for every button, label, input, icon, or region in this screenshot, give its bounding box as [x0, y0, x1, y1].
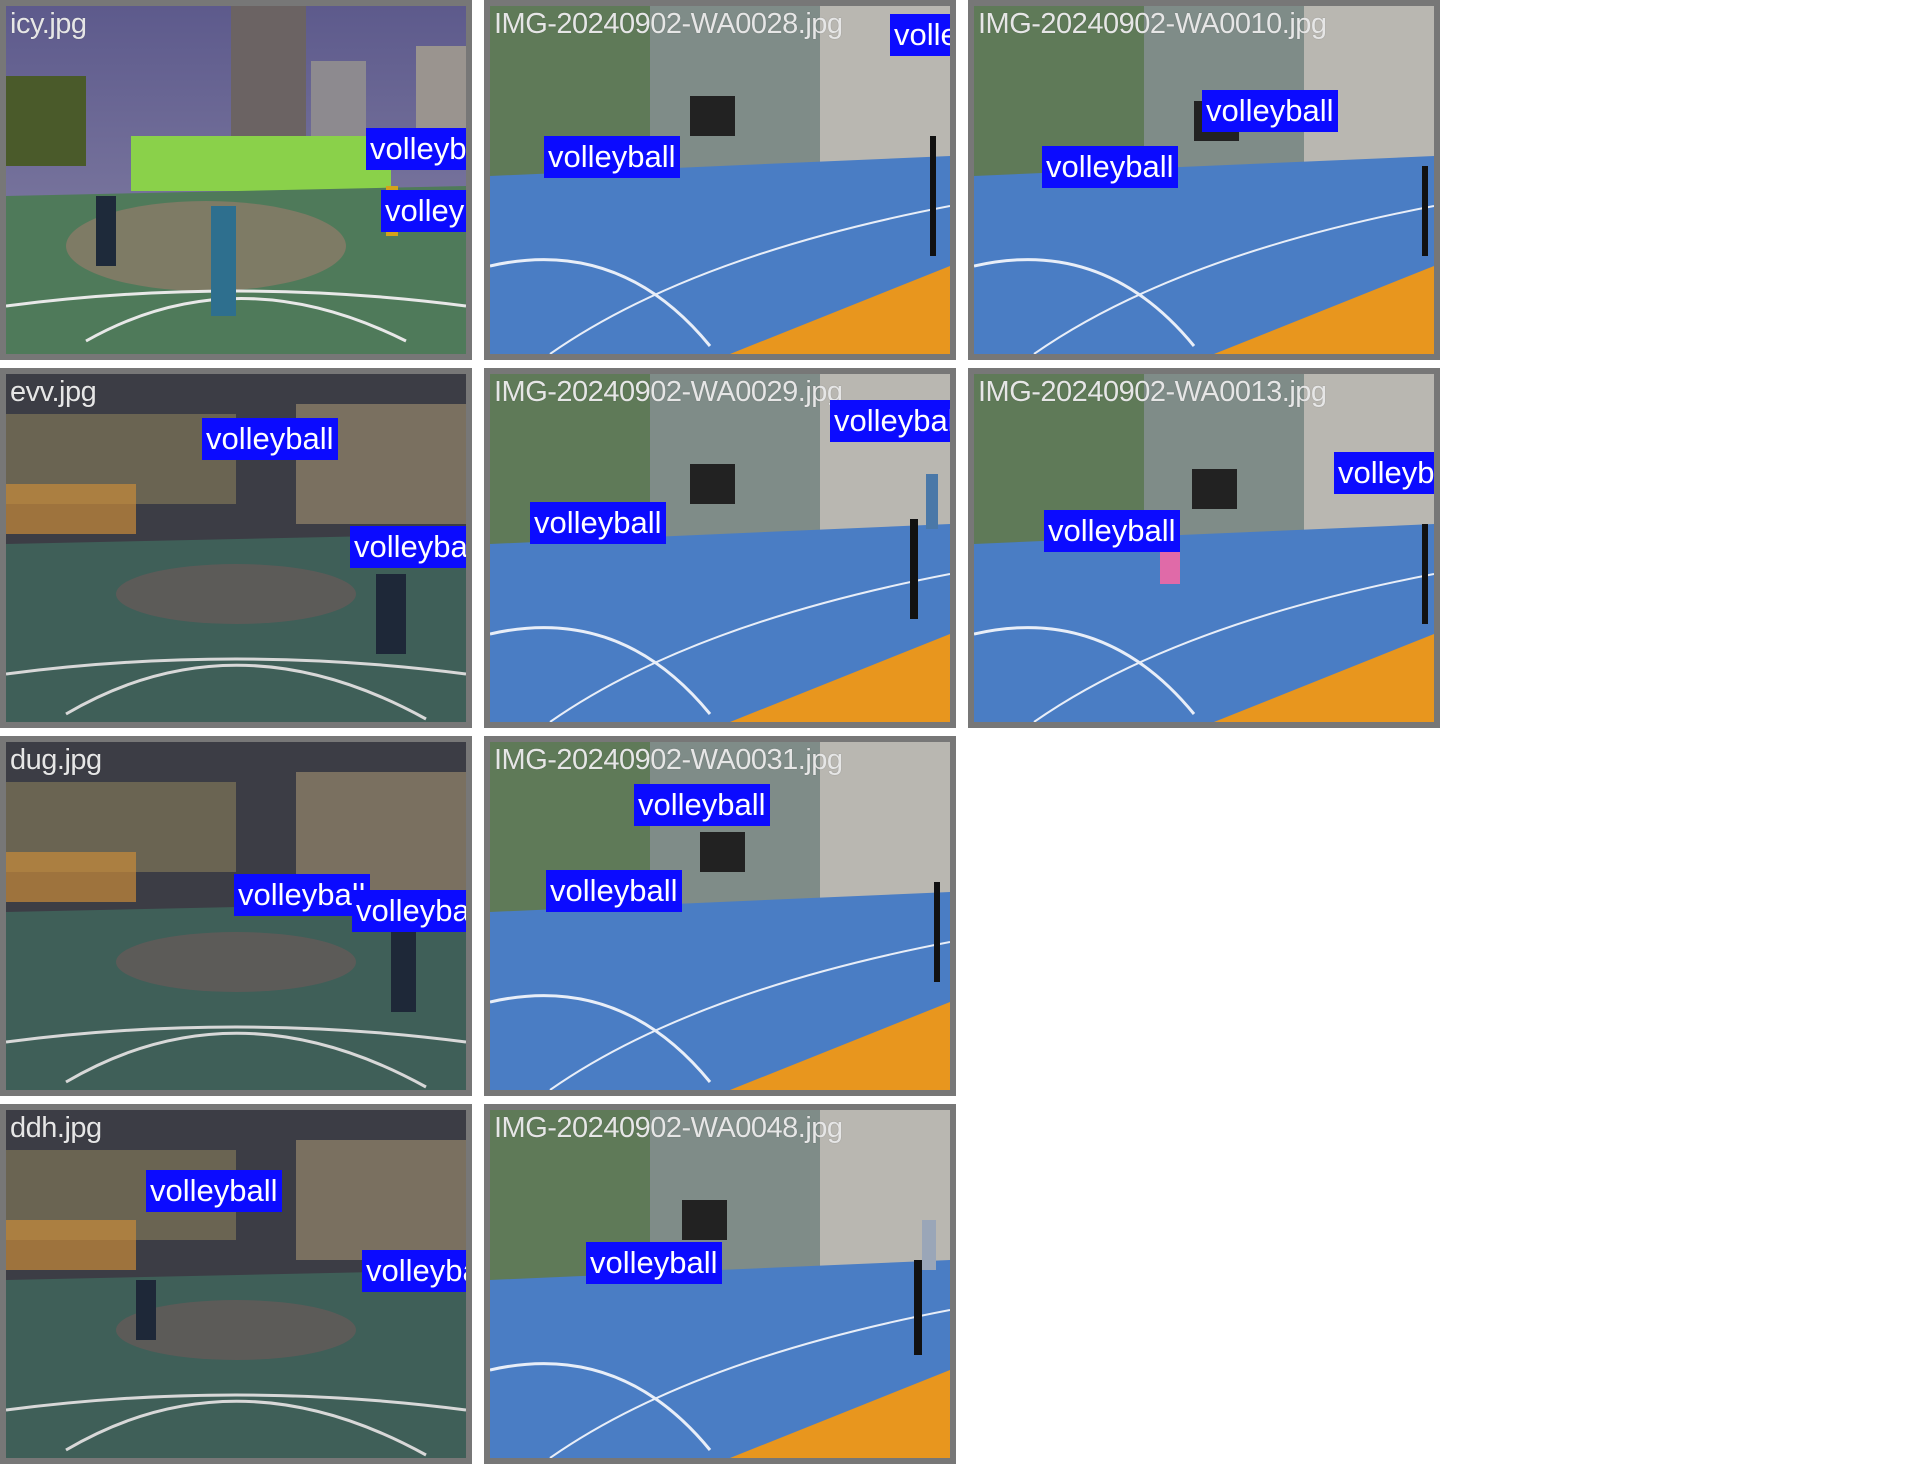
detection-label: volleyball: [202, 418, 338, 460]
detection-label: volleyball: [634, 784, 770, 826]
image-tile: IMG-20240902-WA0031.jpg volleyball volle…: [484, 736, 956, 1096]
indoor-court-photo: [974, 374, 1434, 722]
indoor-court-photo: [490, 1110, 950, 1458]
outdoor-court-photo: [6, 1110, 466, 1458]
image-tile: IMG-20240902-WA0010.jpg volleyball volle…: [968, 0, 1440, 360]
image-tile: evv.jpg volleyball volleyball: [0, 368, 472, 728]
detection-label: volleyball: [366, 128, 466, 170]
image-filename: IMG-20240902-WA0029.jpg: [494, 376, 843, 408]
image-filename: IMG-20240902-WA0031.jpg: [494, 744, 843, 776]
image-filename: icy.jpg: [10, 8, 87, 40]
detection-label: volleyball: [544, 136, 680, 178]
detection-label: volleyball: [1042, 146, 1178, 188]
detection-label: volleyball: [1202, 90, 1338, 132]
detection-label: volleyball: [350, 526, 466, 568]
outdoor-court-photo: [6, 6, 466, 354]
detection-label: volleyball: [1044, 510, 1180, 552]
image-filename: evv.jpg: [10, 376, 97, 408]
outdoor-court-photo: [6, 374, 466, 722]
detection-label: volleyball: [530, 502, 666, 544]
image-tile: dug.jpg volleyball volleyball: [0, 736, 472, 1096]
detection-label: volleyball: [146, 1170, 282, 1212]
detection-label: volleyball: [1334, 452, 1434, 494]
image-filename: IMG-20240902-WA0013.jpg: [978, 376, 1327, 408]
image-tile: IMG-20240902-WA0013.jpg volleyball volle…: [968, 368, 1440, 728]
image-filename: IMG-20240902-WA0010.jpg: [978, 8, 1327, 40]
image-tile: IMG-20240902-WA0048.jpg volleyball: [484, 1104, 956, 1464]
detection-label: volleyball: [381, 190, 466, 232]
detection-label: volleyball: [830, 400, 950, 442]
image-filename: IMG-20240902-WA0048.jpg: [494, 1112, 843, 1144]
image-tile: icy.jpg volleyball volleyball: [0, 0, 472, 360]
detection-label: volleyball: [234, 874, 370, 916]
detection-label: volleyball: [546, 870, 682, 912]
detection-label: volleyball: [352, 890, 466, 932]
image-filename: IMG-20240902-WA0028.jpg: [494, 8, 843, 40]
detection-label: volleyball: [586, 1242, 722, 1284]
indoor-court-photo: [490, 374, 950, 722]
indoor-court-photo: [490, 6, 950, 354]
image-tile: ddh.jpg volleyball volleyball: [0, 1104, 472, 1464]
image-tile: IMG-20240902-WA0029.jpg volleyball volle…: [484, 368, 956, 728]
image-filename: ddh.jpg: [10, 1112, 102, 1144]
detection-label: volleyball: [362, 1250, 466, 1292]
detection-label: volleyball: [890, 14, 950, 56]
image-tile: IMG-20240902-WA0028.jpg volleyball volle…: [484, 0, 956, 360]
image-filename: dug.jpg: [10, 744, 102, 776]
